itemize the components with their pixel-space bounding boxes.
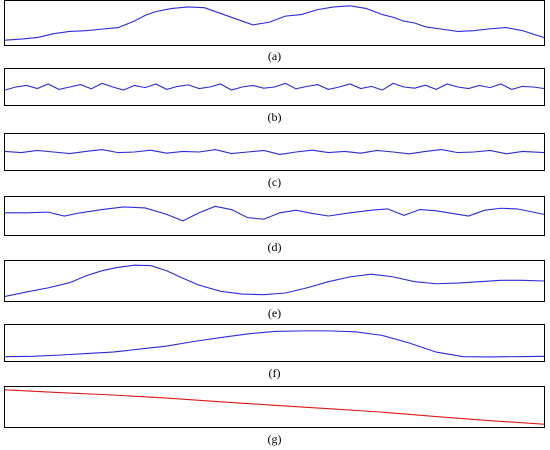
panel-d: (d)	[4, 196, 545, 256]
panel-c: (c)	[4, 133, 545, 191]
plot-d	[4, 196, 545, 236]
panel-b: (b)	[4, 68, 545, 126]
plot-e-svg	[5, 261, 544, 301]
plot-c-svg	[5, 134, 544, 170]
caption-f: (f)	[268, 366, 281, 380]
caption-a: (a)	[267, 49, 282, 63]
series-line-c	[5, 150, 544, 155]
panel-e: (e)	[4, 260, 545, 322]
panel-g: (g)	[4, 386, 545, 448]
plot-g-svg	[5, 387, 544, 427]
plot-e	[4, 260, 545, 302]
caption-e: (e)	[267, 306, 282, 320]
series-line-g	[5, 390, 544, 424]
caption-g: (g)	[267, 432, 282, 446]
plot-f-svg	[5, 325, 544, 361]
caption-d: (d)	[267, 240, 282, 254]
plot-b	[4, 68, 545, 106]
series-line-d	[5, 206, 544, 221]
plot-d-svg	[5, 197, 544, 235]
plot-b-svg	[5, 69, 544, 105]
plot-g	[4, 386, 545, 428]
series-line-f	[5, 331, 544, 357]
plot-a-svg	[5, 1, 544, 45]
panel-a: (a)	[4, 0, 545, 63]
plot-f	[4, 324, 545, 362]
series-line-b	[5, 83, 544, 90]
caption-c: (c)	[267, 175, 282, 189]
plot-a	[4, 0, 545, 46]
plot-c	[4, 133, 545, 171]
panel-f: (f)	[4, 324, 545, 384]
caption-b: (b)	[267, 110, 282, 124]
series-line-a	[5, 6, 544, 40]
series-line-e	[5, 265, 544, 296]
